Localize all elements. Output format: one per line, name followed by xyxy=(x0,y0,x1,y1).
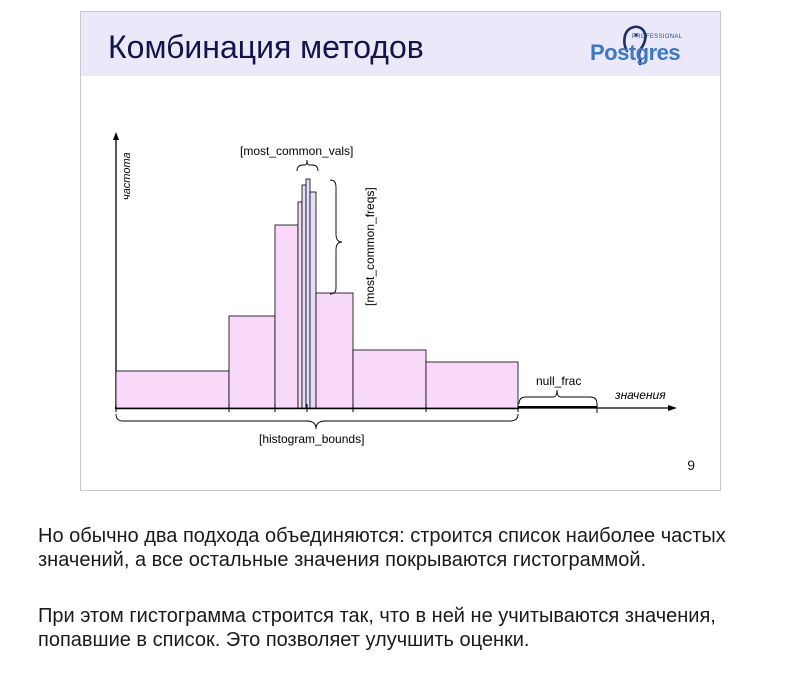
most-common-freqs-brace xyxy=(329,179,343,295)
mcv-bar xyxy=(309,191,317,409)
histogram-bar xyxy=(352,349,427,409)
mcv-bar xyxy=(297,201,303,409)
y-axis-arrow xyxy=(113,132,119,140)
slide-title: Комбинация методов xyxy=(108,29,424,65)
logo-wordmark: Postgres xyxy=(590,40,681,65)
mcv-bar xyxy=(305,178,311,409)
slide: Комбинация методов PROFESSIONAL Postgres xyxy=(80,11,721,491)
x-axis-arrow xyxy=(668,405,677,411)
null-frac-label: null_frac xyxy=(536,374,581,388)
histogram-bar xyxy=(425,361,519,409)
histogram-diagram: частота значения [most_common_vals] [mos… xyxy=(113,132,677,446)
notes-paragraph: Но обычно два подхода объединяются: стро… xyxy=(38,525,726,571)
null-frac-brace xyxy=(518,389,598,405)
most-common-freqs-label: [most_common_freqs] xyxy=(363,187,377,306)
slide-header xyxy=(81,12,720,76)
elephant-icon xyxy=(623,25,647,66)
histogram-bar xyxy=(274,224,299,409)
histogram-bar xyxy=(115,370,230,409)
page-number: 9 xyxy=(687,457,695,473)
histogram-bounds-brace xyxy=(115,413,519,430)
most-common-vals-label: [most_common_vals] xyxy=(240,144,353,158)
notes-paragraph: При этом гистограмма строится так, что в… xyxy=(38,605,716,651)
histogram-bar xyxy=(315,292,354,409)
logo-professional-text: PROFESSIONAL xyxy=(632,34,683,40)
mcv-bar xyxy=(301,184,307,409)
most-common-vals-brace xyxy=(296,159,319,172)
postgres-professional-logo: PROFESSIONAL Postgres xyxy=(589,18,699,68)
y-axis-label: частота xyxy=(121,152,133,200)
histogram-bounds-label: [histogram_bounds] xyxy=(259,432,364,446)
histogram-bar xyxy=(228,315,276,409)
x-axis-label: значения xyxy=(614,388,666,402)
